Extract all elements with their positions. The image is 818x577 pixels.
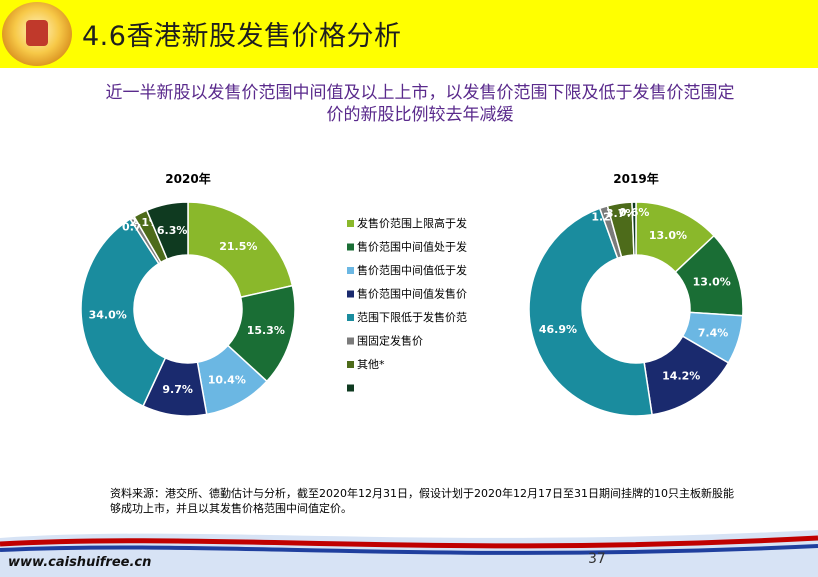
legend-swatch bbox=[347, 337, 354, 345]
legend-label: 售价范围中间值低于发 bbox=[357, 263, 467, 277]
legend-swatch bbox=[347, 243, 354, 251]
donut-chart-0: 2020年21.5%15.3%10.4%9.7%34.0%0.7%2.1%6.3… bbox=[80, 171, 296, 417]
footnote-line-1: 资料来源：港交所、德勤估计与分析，截至2020年12月31日，假设计划于2020… bbox=[110, 487, 734, 500]
slice-label: 13.0% bbox=[693, 276, 731, 289]
footnote-line-2: 够成功上市，并且以其发售价格范围中间值定价。 bbox=[110, 502, 352, 515]
legend-swatch bbox=[347, 267, 354, 274]
charts-area: 2020年21.5%15.3%10.4%9.7%34.0%0.7%2.1%6.3… bbox=[80, 171, 744, 417]
legend-swatch bbox=[347, 314, 354, 321]
headline: 近一半新股以发售价范围中间值及以上上市，以发售价范围下限及低于发售价范围定 价的… bbox=[80, 82, 760, 126]
legend-label: 售价范围中间值发售价 bbox=[357, 287, 467, 301]
slice-label: 10.4% bbox=[208, 374, 246, 387]
legend: 发售价范围上限高于发售价范围中间值处于发售价范围中间值低于发售价范围中间值发售价… bbox=[347, 216, 467, 392]
headline-line-1: 近一半新股以发售价范围中间值及以上上市，以发售价范围下限及低于发售价范围定 bbox=[105, 83, 735, 103]
donut-slice bbox=[80, 217, 167, 408]
donut-chart-1: 2019年13.0%13.0%7.4%14.2%46.9%1.2%3.7%0.6… bbox=[528, 171, 744, 417]
title-bar bbox=[0, 0, 818, 68]
legend-label: 其他* bbox=[357, 358, 385, 371]
footer-wave-decoration bbox=[0, 530, 818, 577]
slice-label: 7.4% bbox=[698, 326, 729, 339]
chart-title: 2020年 bbox=[165, 171, 210, 186]
legend-label: 围固定发售价 bbox=[357, 334, 423, 348]
donut-slice bbox=[145, 201, 189, 261]
donut-slice bbox=[187, 201, 294, 299]
legend-label: 发售价范围上限高于发 bbox=[357, 216, 467, 230]
slice-label: 6.3% bbox=[157, 224, 188, 237]
slice-label: 21.5% bbox=[219, 240, 257, 253]
page-number: 37 bbox=[588, 551, 606, 567]
slice-label: 46.9% bbox=[539, 323, 577, 336]
slice-label: 14.2% bbox=[662, 370, 700, 383]
legend-label: 范围下限低于发售价范 bbox=[357, 310, 467, 324]
slice-label: 0.6% bbox=[619, 206, 650, 219]
site-url: www.caishuifree.cn bbox=[8, 555, 152, 570]
headline-line-2: 价的新股比例较去年减缓 bbox=[326, 105, 514, 125]
legend-swatch bbox=[347, 220, 354, 227]
legend-swatch bbox=[347, 384, 354, 392]
logo-icon bbox=[2, 2, 72, 66]
slice-label: 15.3% bbox=[247, 324, 285, 337]
legend-swatch bbox=[347, 361, 354, 368]
legend-swatch bbox=[347, 290, 354, 298]
slice-label: 34.0% bbox=[89, 309, 127, 322]
footnote: 资料来源：港交所、德勤估计与分析，截至2020年12月31日，假设计划于2020… bbox=[110, 486, 780, 516]
donut-slice bbox=[631, 201, 637, 256]
slice-label: 9.7% bbox=[162, 383, 193, 396]
slice-label: 3.7% bbox=[606, 207, 637, 220]
legend-label: 售价范围中间值处于发 bbox=[357, 240, 467, 254]
page-title: 4.6香港新股发售价格分析 bbox=[82, 21, 402, 52]
donut-slice bbox=[528, 207, 653, 417]
slice-label: 13.0% bbox=[649, 229, 687, 242]
chart-title: 2019年 bbox=[613, 171, 658, 186]
